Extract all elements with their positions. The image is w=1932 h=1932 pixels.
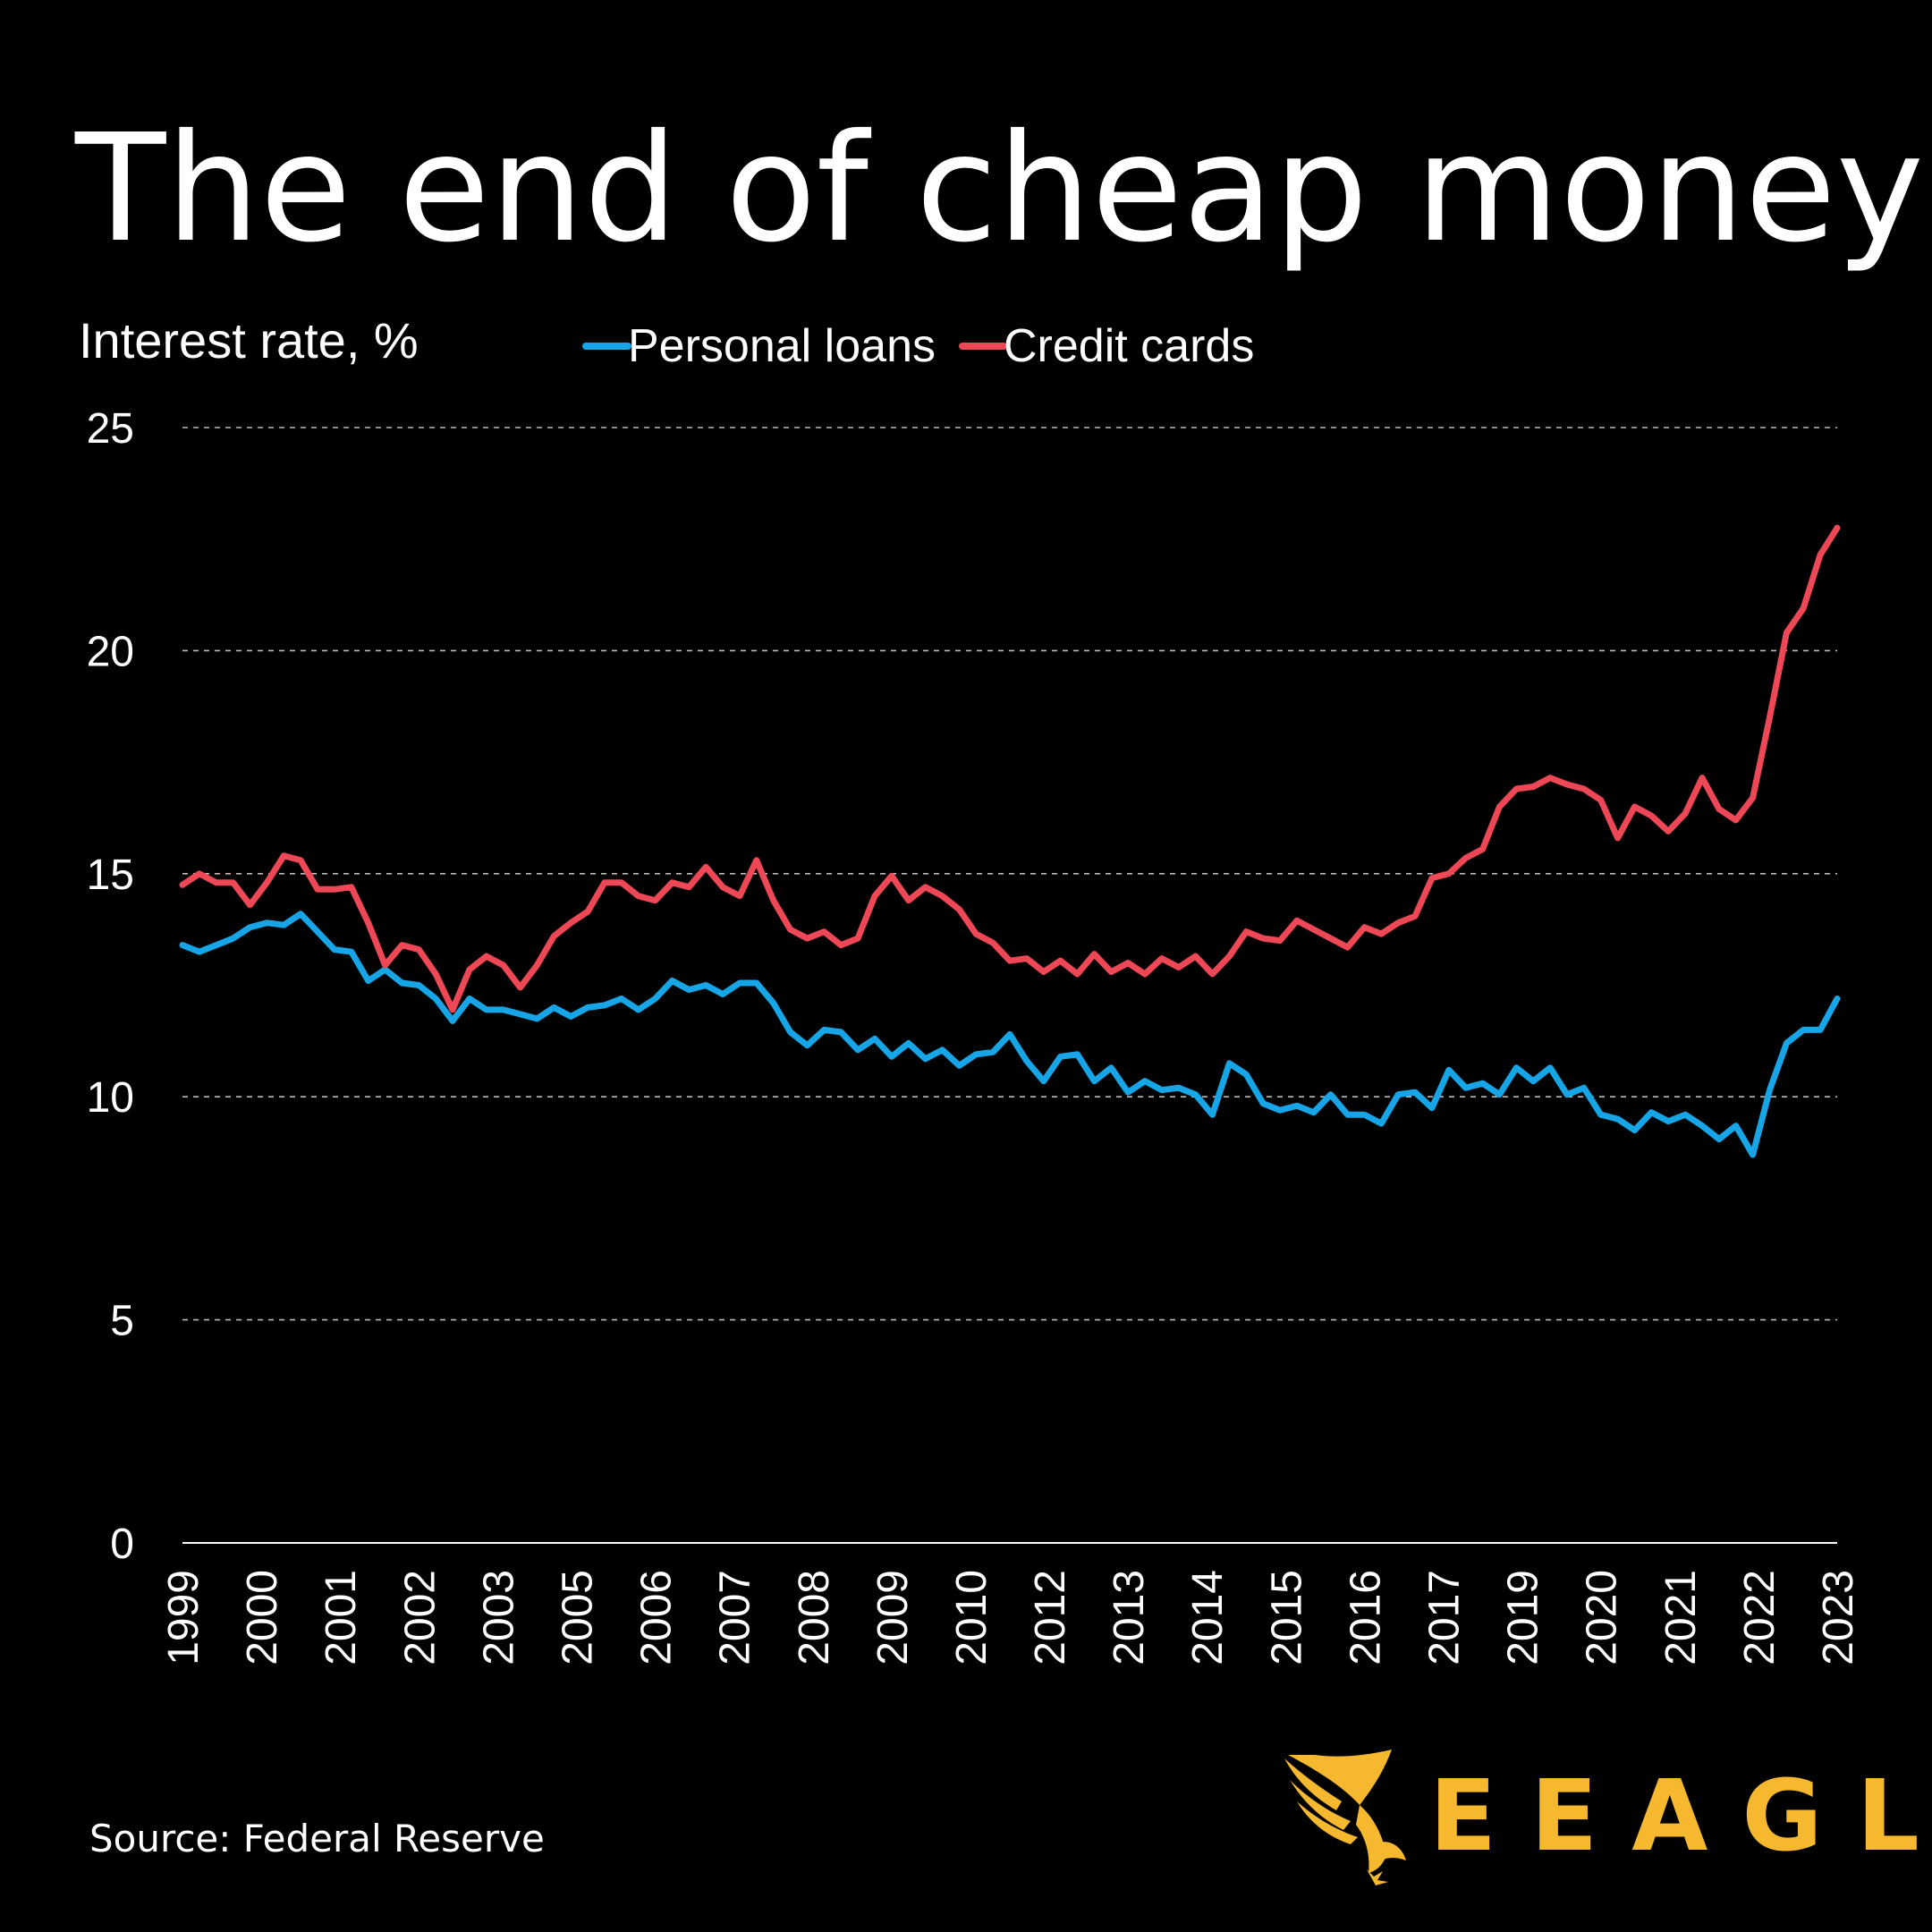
chart-title: The end of cheap money bbox=[74, 103, 1924, 275]
series-line-credit-cards bbox=[179, 524, 1841, 1013]
y-tick-label: 15 bbox=[87, 852, 134, 899]
x-tick-label: 2021 bbox=[1657, 1570, 1705, 1665]
x-tick-label: 2023 bbox=[1815, 1570, 1862, 1665]
x-tick-label: 2009 bbox=[869, 1570, 917, 1665]
x-tick-label: 2012 bbox=[1027, 1570, 1074, 1665]
source-note: Source: Federal Reserve bbox=[89, 1817, 545, 1860]
x-tick-label: 2001 bbox=[318, 1570, 365, 1665]
eagle-logo-icon bbox=[1284, 1750, 1406, 1885]
x-tick-label: 2020 bbox=[1579, 1570, 1626, 1665]
x-tick-label: 2017 bbox=[1421, 1570, 1469, 1665]
series-line-personal-loans bbox=[179, 911, 1841, 1158]
legend-label-personal-loans: Personal loans bbox=[628, 320, 936, 372]
gridlines bbox=[182, 427, 1837, 1544]
y-tick-label: 5 bbox=[110, 1298, 134, 1345]
x-tick-label: 2014 bbox=[1184, 1570, 1232, 1665]
x-tick-label: 2008 bbox=[791, 1570, 838, 1665]
x-tick-label: 2013 bbox=[1106, 1570, 1153, 1665]
x-tick-label: 2000 bbox=[239, 1570, 286, 1665]
y-axis-ticks: 0 5 10 15 20 25 bbox=[87, 405, 134, 1568]
x-tick-label: 2002 bbox=[396, 1570, 444, 1665]
x-tick-label: 2007 bbox=[712, 1570, 759, 1665]
x-tick-label: 2006 bbox=[633, 1570, 681, 1665]
x-tick-label: 1999 bbox=[160, 1570, 208, 1665]
x-tick-label: 2010 bbox=[948, 1570, 996, 1665]
series-lines bbox=[179, 524, 1841, 1158]
y-tick-label: 25 bbox=[87, 405, 134, 453]
y-tick-label: 0 bbox=[110, 1521, 134, 1568]
x-tick-label: 2019 bbox=[1500, 1570, 1547, 1665]
x-tick-label: 2003 bbox=[475, 1570, 522, 1665]
y-axis-label: Interest rate, % bbox=[79, 312, 419, 369]
x-tick-label: 2005 bbox=[554, 1570, 601, 1665]
x-tick-label: 2022 bbox=[1736, 1570, 1784, 1665]
legend: Personal loans Credit cards bbox=[582, 320, 1254, 372]
y-tick-label: 20 bbox=[87, 628, 134, 675]
x-axis-ticks: 1999 2000 2001 2002 2003 2005 2006 2007 2008 2009… bbox=[160, 1570, 1862, 1665]
y-tick-label: 10 bbox=[87, 1074, 134, 1122]
x-tick-label: 2016 bbox=[1342, 1570, 1389, 1665]
legend-label-credit-cards: Credit cards bbox=[1004, 320, 1254, 372]
brand-wordmark: EEAGLI bbox=[1429, 1758, 1932, 1873]
x-tick-label: 2015 bbox=[1263, 1570, 1310, 1665]
